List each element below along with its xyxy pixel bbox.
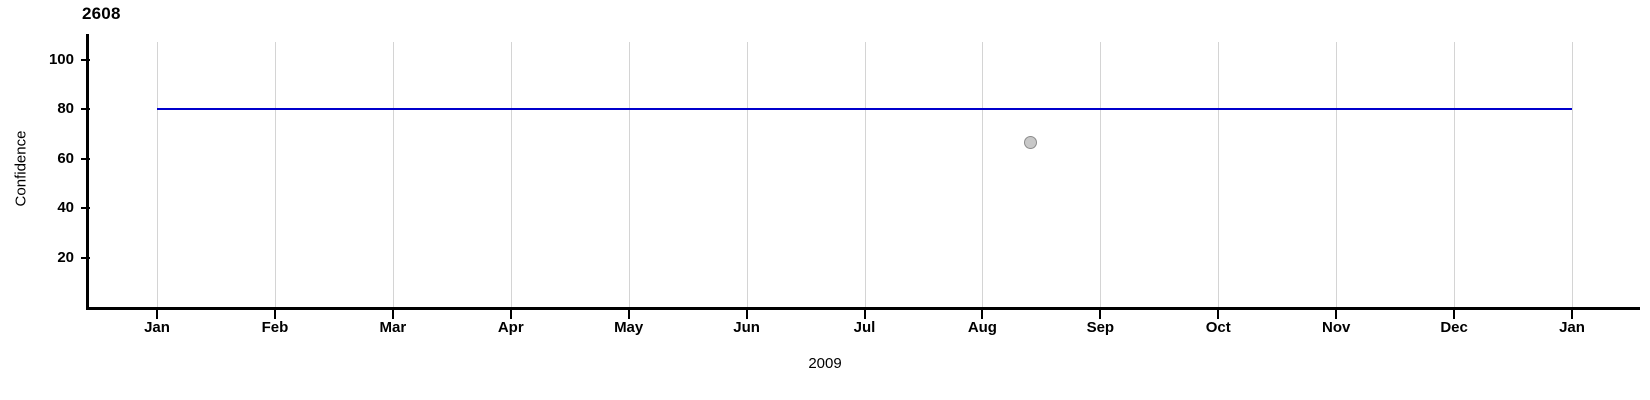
threshold-line-series [157, 108, 1572, 111]
y-tick-mark-40 [81, 207, 90, 210]
x-tick-label-jun-5: Jun [733, 319, 760, 336]
x-tick-mark-mar-2 [391, 310, 394, 319]
y-tick-mark-60 [81, 157, 90, 160]
x-tick-label-may-4: May [614, 319, 644, 336]
x-tick-label-feb-1: Feb [261, 319, 289, 336]
y-tick-label-100: 100 [48, 50, 74, 68]
y-tick-label-20: 20 [57, 248, 74, 266]
gridline-mar-2 [392, 42, 394, 307]
x-axis-line [86, 307, 1640, 310]
y-tick-label-40: 40 [57, 199, 74, 217]
gridline-feb-1 [274, 42, 276, 307]
y-tick-mark-20 [81, 256, 90, 259]
data-point[interactable] [1023, 135, 1037, 149]
x-tick-label-apr-3: Apr [497, 319, 524, 336]
x-tick-label-jul-6: Jul [853, 319, 876, 336]
x-tick-label-jan-0: Jan [144, 319, 170, 336]
x-tick-label-dec-11: Dec [1440, 319, 1468, 336]
x-tick-mark-jun-5 [745, 310, 748, 319]
x-tick-mark-feb-1 [273, 310, 276, 319]
gridline-jun-5 [746, 42, 748, 307]
y-tick-label-60: 60 [57, 149, 74, 167]
gridline-may-4 [628, 42, 630, 307]
x-tick-mark-apr-3 [509, 310, 512, 319]
y-tick-mark-100 [81, 58, 90, 61]
gridline-jul-6 [864, 42, 866, 307]
y-tick-label-80: 80 [57, 100, 74, 118]
gridline-apr-3 [510, 42, 512, 307]
gridline-dec-11 [1454, 42, 1456, 307]
x-tick-mark-may-4 [627, 310, 630, 319]
x-tick-mark-aug-7 [981, 310, 984, 319]
x-tick-label-jan-12: Jan [1559, 319, 1585, 336]
x-tick-mark-jul-6 [863, 310, 866, 319]
plot-area [89, 34, 1640, 307]
x-tick-label-mar-2: Mar [379, 319, 407, 336]
x-tick-mark-jan-0 [156, 310, 158, 319]
gridline-oct-9 [1218, 42, 1220, 307]
x-tick-mark-dec-11 [1453, 310, 1456, 319]
x-tick-label-oct-9: Oct [1205, 319, 1231, 336]
gridline-sep-8 [1100, 42, 1102, 307]
y-axis-line [86, 34, 89, 309]
x-tick-label-aug-7: Aug [967, 319, 997, 336]
chart-title: 2608 [82, 4, 121, 23]
x-tick-mark-oct-9 [1217, 310, 1220, 319]
y-tick-mark-80 [81, 108, 90, 111]
x-tick-label-sep-8: Sep [1086, 319, 1115, 336]
x-tick-mark-sep-8 [1099, 310, 1102, 319]
x-axis-title: 2009 [808, 355, 842, 372]
gridline-nov-10 [1336, 42, 1338, 307]
x-tick-mark-jan-12 [1571, 310, 1573, 319]
x-tick-mark-nov-10 [1335, 310, 1338, 319]
gridline-aug-7 [982, 42, 984, 307]
gridline-jan-12 [1572, 42, 1573, 307]
gridline-jan-0 [157, 42, 158, 307]
x-tick-label-nov-10: Nov [1321, 319, 1351, 336]
